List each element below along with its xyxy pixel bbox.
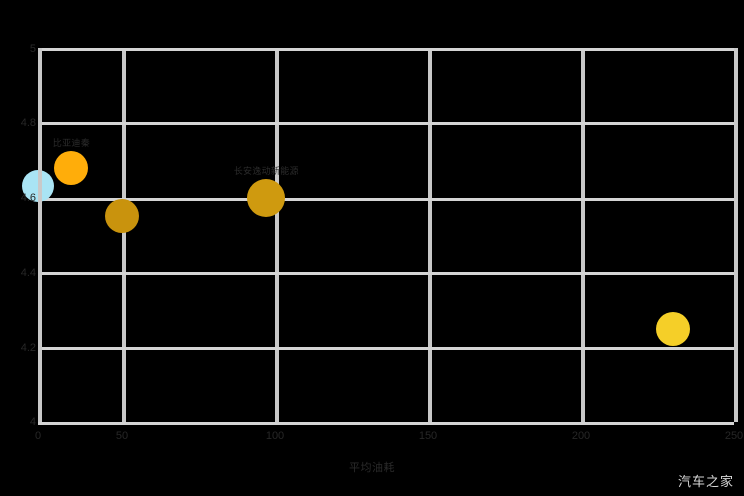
gridline-vertical [428,48,432,422]
y-axis-tick-label: 4 [0,416,36,428]
y-axis-line [38,48,42,422]
x-tick-text: 100 [265,430,285,442]
gridline-vertical [122,48,126,422]
data-point-label: 比亚迪秦 [52,137,91,148]
data-point-bubble[interactable] [247,178,286,217]
x-tick-text: 150 [418,430,438,442]
y-axis-tick-label: 4.8 [0,117,36,129]
gridline-horizontal [38,122,734,125]
y-tick-text: 4 [29,416,36,428]
y-tick-text: 5 [29,43,36,55]
x-axis-tick-label: 150 [419,430,437,442]
x-axis-tick-label: 200 [572,430,590,442]
y-axis-tick-label: 4.4 [0,267,36,279]
x-tick-text: 200 [571,430,591,442]
y-axis-tick-label: 4.2 [0,342,36,354]
gridline-horizontal [38,198,734,201]
gridline-horizontal [38,48,734,51]
x-axis-tick-label: 50 [116,430,128,442]
data-point-label: 长安逸动新能源 [233,165,299,176]
data-point-bubble[interactable] [655,311,690,346]
x-axis-tick-label: 100 [266,430,284,442]
gridline-vertical [734,48,738,422]
y-tick-text: 4.6 [20,192,36,204]
y-axis-tick-label: 4.6 [0,192,36,204]
x-tick-text: 0 [34,430,42,442]
y-tick-text: 4.2 [20,342,36,354]
gridline-horizontal [38,422,734,425]
plot-area: 比亚迪秦长安逸动新能源 [22,48,738,425]
data-point-bubble[interactable] [54,150,89,185]
y-axis-tick-label: 5 [0,43,36,55]
gridline-horizontal [38,272,734,275]
x-axis-tick-label: 0 [35,430,41,442]
watermark-autohome: 汽车之家 [677,475,734,490]
x-tick-text: 250 [724,430,744,442]
data-point-bubble[interactable] [104,199,139,234]
gridline-vertical [581,48,585,422]
gridline-horizontal [38,347,734,350]
y-tick-text: 4.4 [20,267,36,279]
x-tick-text: 50 [115,430,129,442]
y-tick-text: 4.8 [20,117,36,129]
x-axis-tick-label: 250 [725,430,743,442]
gridline-vertical [275,48,279,422]
x-axis-title: 平均油耗 [349,462,395,474]
